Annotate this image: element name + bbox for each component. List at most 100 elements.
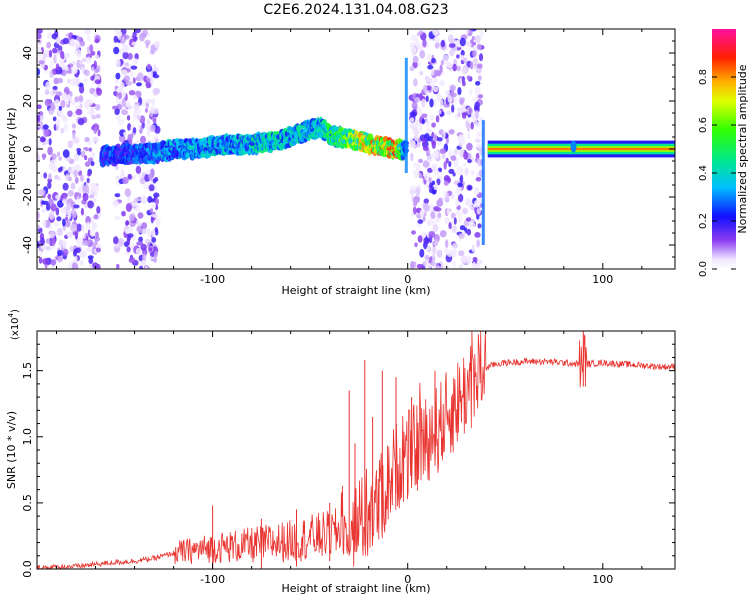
noise-speckle xyxy=(48,49,53,58)
noise-speckle xyxy=(136,241,144,246)
noise-speckle xyxy=(144,265,149,269)
noise-speckle xyxy=(44,89,50,95)
noise-speckle xyxy=(442,130,446,140)
noise-speckle xyxy=(438,197,443,202)
noise-speckle xyxy=(91,115,97,120)
noise-speckle xyxy=(431,122,436,128)
noise-speckle xyxy=(146,131,151,138)
noise-speckle xyxy=(457,112,461,118)
noise-speckle xyxy=(81,223,85,232)
noise-speckle xyxy=(442,265,450,269)
noise-speckle xyxy=(49,70,53,76)
noise-speckle xyxy=(459,225,466,231)
noise-speckle xyxy=(149,48,156,55)
noise-speckle xyxy=(87,255,94,260)
noise-speckle xyxy=(67,262,73,269)
noise-speckle xyxy=(95,231,99,239)
noise-speckle xyxy=(134,29,142,34)
noise-speckle xyxy=(74,255,78,262)
noise-speckle xyxy=(47,146,53,156)
snr-frame xyxy=(36,330,676,570)
noise-speckle xyxy=(119,84,123,92)
noise-speckle xyxy=(472,50,477,58)
colorbar-ticks: 0.0 0.2 0.4 0.6 0.8 xyxy=(698,69,736,277)
noise-speckle xyxy=(154,227,158,233)
noise-speckle xyxy=(133,103,139,110)
noise-speckle xyxy=(455,187,461,197)
noise-speckle xyxy=(463,57,468,64)
noise-speckle xyxy=(474,232,481,238)
noise-speckle xyxy=(121,97,126,107)
noise-speckle xyxy=(416,44,424,51)
noise-speckle xyxy=(81,57,87,63)
noise-speckle xyxy=(89,228,96,237)
snr-multiplier: (x104) xyxy=(7,309,21,340)
noise-speckle xyxy=(422,145,429,152)
noise-speckle xyxy=(140,195,148,205)
noise-speckle xyxy=(147,63,151,70)
noise-speckle xyxy=(473,187,480,195)
noise-speckle xyxy=(127,233,134,239)
noise-speckle xyxy=(410,212,414,218)
noise-speckle xyxy=(459,174,464,183)
noise-speckle xyxy=(457,87,462,96)
noise-speckle xyxy=(136,82,142,87)
noise-speckle xyxy=(452,260,456,268)
noise-speckle xyxy=(151,213,158,218)
noise-speckle xyxy=(439,148,447,154)
noise-speckle xyxy=(447,93,451,101)
noise-speckle xyxy=(67,199,72,204)
svg-text:(x104): (x104) xyxy=(7,309,21,340)
noise-speckle xyxy=(451,86,455,96)
colorbar-label: Normalized spectral amplitude xyxy=(736,64,749,233)
noise-speckle xyxy=(60,100,66,108)
noise-speckle xyxy=(85,181,91,187)
noise-speckle xyxy=(413,169,420,179)
noise-speckle xyxy=(423,198,429,204)
noise-speckle xyxy=(88,258,94,264)
noise-speckle xyxy=(424,254,430,261)
noise-speckle xyxy=(476,43,482,50)
noise-speckle xyxy=(461,76,465,83)
noise-speckle xyxy=(57,77,64,84)
noise-speckle xyxy=(448,149,453,158)
noise-speckle xyxy=(421,118,425,125)
noise-speckle xyxy=(448,43,456,48)
noise-speckle xyxy=(468,205,474,211)
noise-speckle xyxy=(113,46,120,55)
noise-speckle xyxy=(93,198,97,203)
noise-speckle xyxy=(73,249,77,257)
noise-speckle xyxy=(72,35,78,40)
noise-speckle xyxy=(477,223,482,229)
noise-speckle xyxy=(132,127,137,134)
noise-speckle xyxy=(86,100,93,106)
noise-speckle xyxy=(432,223,439,233)
noise-speckle xyxy=(452,172,456,177)
noise-speckle xyxy=(461,112,467,119)
noise-speckle xyxy=(47,32,53,39)
noise-speckle xyxy=(457,193,464,203)
noise-speckle xyxy=(135,165,142,174)
colorbar-gradient xyxy=(712,29,736,269)
snr-x-axis-label: Height of straight line (km) xyxy=(281,582,430,595)
y-tick-label: 0 xyxy=(21,146,34,153)
noise-speckle xyxy=(121,89,126,99)
noise-speckle xyxy=(477,158,481,167)
noise-speckle xyxy=(434,265,440,269)
noise-speckle xyxy=(90,216,95,225)
noise-speckle xyxy=(439,99,444,108)
noise-speckle xyxy=(414,133,419,142)
noise-speckle xyxy=(465,255,472,264)
noise-speckle xyxy=(55,63,60,71)
noise-speckle xyxy=(42,258,49,265)
noise-speckle xyxy=(65,216,68,221)
noise-speckle xyxy=(97,129,101,137)
noise-speckle xyxy=(84,155,88,161)
noise-speckle xyxy=(40,237,45,246)
noise-speckle xyxy=(430,246,438,255)
noise-speckle xyxy=(467,158,472,164)
y-tick-label: 0.5 xyxy=(21,494,34,512)
noise-speckle xyxy=(409,65,415,72)
noise-speckle xyxy=(67,190,74,197)
